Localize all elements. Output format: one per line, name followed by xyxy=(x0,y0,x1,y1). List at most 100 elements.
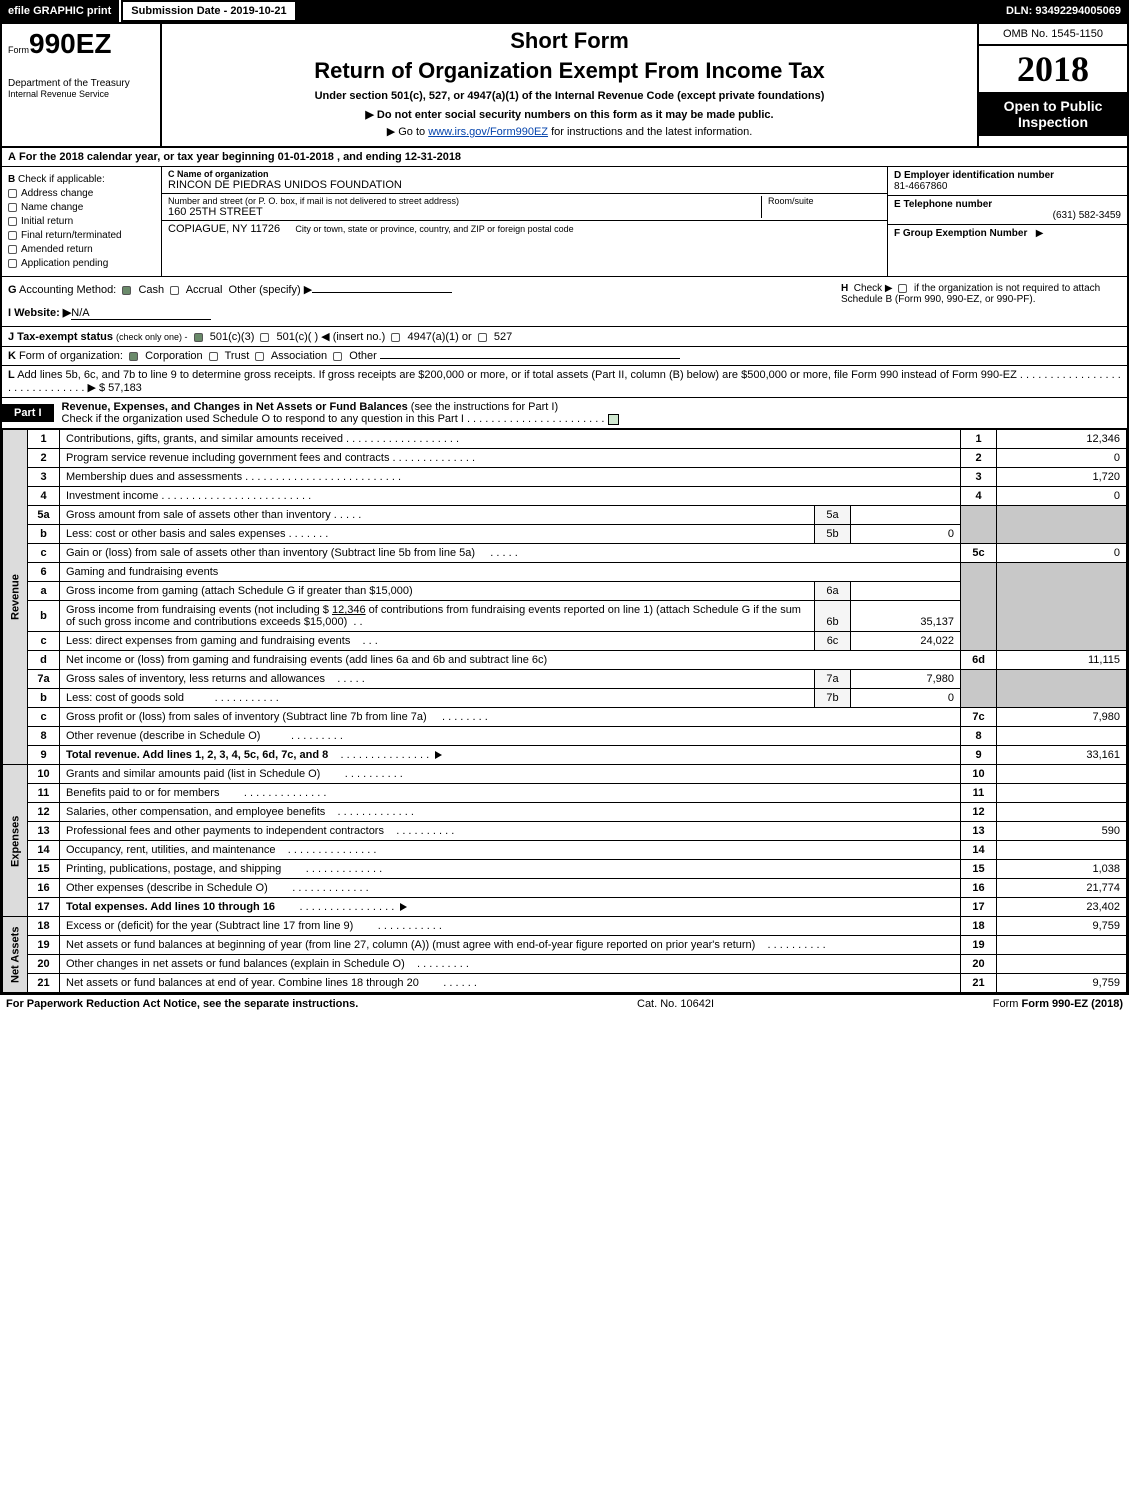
chk-schedule-o[interactable] xyxy=(608,414,619,425)
chk-address-change[interactable] xyxy=(8,189,17,198)
chk-accrual[interactable] xyxy=(170,286,179,295)
ln19-desc: Net assets or fund balances at beginning… xyxy=(60,936,961,955)
org-info: C Name of organization RINCON DE PIEDRAS… xyxy=(162,167,887,276)
grey-6 xyxy=(961,563,997,651)
ln1-num: 1 xyxy=(28,430,60,449)
ln12-num: 12 xyxy=(28,803,60,822)
a-label: A xyxy=(8,151,16,163)
ln7c-col: 7c xyxy=(961,708,997,727)
ln7c-desc: Gross profit or (loss) from sales of inv… xyxy=(60,708,961,727)
opt-name-change: Name change xyxy=(21,202,83,213)
chk-application-pending[interactable] xyxy=(8,259,17,268)
part-1-table: Revenue 1 Contributions, gifts, grants, … xyxy=(2,429,1127,993)
chk-schedule-b[interactable] xyxy=(898,284,907,293)
ln13-col: 13 xyxy=(961,822,997,841)
j-label: J Tax-exempt status xyxy=(8,331,113,343)
ln7b-desc: Less: cost of goods sold . . . . . . . .… xyxy=(60,689,815,708)
ln7b-sub-num: 7b xyxy=(815,689,851,708)
triangle-icon xyxy=(400,903,407,911)
ln10-val xyxy=(997,765,1127,784)
opt-association: Association xyxy=(271,350,327,362)
ln1-val: 12,346 xyxy=(997,430,1127,449)
ln6c-sub-val: 24,022 xyxy=(851,632,961,651)
chk-trust[interactable] xyxy=(209,352,218,361)
ln12-val xyxy=(997,803,1127,822)
other-org-line[interactable] xyxy=(380,358,680,359)
ln18-num: 18 xyxy=(28,917,60,936)
k-label: K xyxy=(8,350,16,362)
l-label: L xyxy=(8,369,15,381)
row-j: J Tax-exempt status (check only one) - 5… xyxy=(2,327,1127,347)
chk-initial-return[interactable] xyxy=(8,217,17,226)
row-g-h: G Accounting Method: Cash Accrual Other … xyxy=(2,277,1127,327)
chk-cash[interactable] xyxy=(122,286,131,295)
city-box: COPIAGUE, NY 11726 City or town, state o… xyxy=(162,221,887,237)
ln8-val xyxy=(997,727,1127,746)
k-text: Form of organization: xyxy=(19,350,123,362)
chk-final-return[interactable] xyxy=(8,231,17,240)
ln11-desc: Benefits paid to or for members . . . . … xyxy=(60,784,961,803)
ln6b-sub-val: 35,137 xyxy=(851,601,961,632)
ln18-col: 18 xyxy=(961,917,997,936)
footer-form: Form 990-EZ (2018) xyxy=(1022,998,1123,1010)
h-text-pre: Check ▶ xyxy=(854,283,893,294)
ln5b-sub-val: 0 xyxy=(851,525,961,544)
ln5a-sub-val xyxy=(851,506,961,525)
city-label: City or town, state or province, country… xyxy=(295,224,573,234)
opt-501c: 501(c)( ) xyxy=(277,331,319,343)
ln11-num: 11 xyxy=(28,784,60,803)
part-1-title: Revenue, Expenses, and Changes in Net As… xyxy=(62,401,408,413)
other-specify-line[interactable] xyxy=(312,292,452,293)
line-a: A For the 2018 calendar year, or tax yea… xyxy=(2,148,1127,167)
opt-accrual: Accrual xyxy=(186,284,223,296)
ln5c-desc: Gain or (loss) from sale of assets other… xyxy=(60,544,961,563)
chk-4947[interactable] xyxy=(391,333,400,342)
chk-name-change[interactable] xyxy=(8,203,17,212)
dln: DLN: 93492294005069 xyxy=(998,0,1129,22)
ln19-num: 19 xyxy=(28,936,60,955)
chk-other-org[interactable] xyxy=(333,352,342,361)
ln6b-num: b xyxy=(28,601,60,632)
title-box: Short Form Return of Organization Exempt… xyxy=(162,24,977,146)
chk-corporation[interactable] xyxy=(129,352,138,361)
irs-gov-link[interactable]: www.irs.gov/Form990EZ xyxy=(428,126,548,138)
chk-501c[interactable] xyxy=(260,333,269,342)
efile-print-label[interactable]: efile GRAPHIC print xyxy=(0,0,121,22)
ln3-desc: Membership dues and assessments . . . . … xyxy=(60,468,961,487)
open-line2: Inspection xyxy=(983,114,1123,130)
ln20-val xyxy=(997,955,1127,974)
ln11-col: 11 xyxy=(961,784,997,803)
ln2-num: 2 xyxy=(28,449,60,468)
grey-5v xyxy=(997,506,1127,544)
ln7c-val: 7,980 xyxy=(997,708,1127,727)
chk-amended-return[interactable] xyxy=(8,245,17,254)
ln2-desc: Program service revenue including govern… xyxy=(60,449,961,468)
ln20-col: 20 xyxy=(961,955,997,974)
chk-association[interactable] xyxy=(255,352,264,361)
ln9-num: 9 xyxy=(28,746,60,765)
row-l: L Add lines 5b, 6c, and 7b to line 9 to … xyxy=(2,366,1127,398)
ln7a-sub-val: 7,980 xyxy=(851,670,961,689)
ln6c-num: c xyxy=(28,632,60,651)
ln12-desc: Salaries, other compensation, and employ… xyxy=(60,803,961,822)
ln17-num: 17 xyxy=(28,898,60,917)
org-name-box: C Name of organization RINCON DE PIEDRAS… xyxy=(162,167,887,194)
a-text-post: , and ending 12-31-2018 xyxy=(337,151,461,163)
opt-application-pending: Application pending xyxy=(21,258,108,269)
opt-other: Other (specify) ▶ xyxy=(229,284,313,296)
chk-501c3[interactable] xyxy=(194,333,203,342)
ln14-desc: Occupancy, rent, utilities, and maintena… xyxy=(60,841,961,860)
e-label: E Telephone number xyxy=(894,199,1121,210)
ln16-col: 16 xyxy=(961,879,997,898)
ln19-col: 19 xyxy=(961,936,997,955)
ln6a-desc: Gross income from gaming (attach Schedul… xyxy=(60,582,815,601)
opt-trust: Trust xyxy=(225,350,250,362)
section-b: B Check if applicable: Address change Na… xyxy=(2,167,1127,277)
ln3-num: 3 xyxy=(28,468,60,487)
ln5b-sub-num: 5b xyxy=(815,525,851,544)
ln6d-desc: Net income or (loss) from gaming and fun… xyxy=(60,651,961,670)
chk-527[interactable] xyxy=(478,333,487,342)
ln20-desc: Other changes in net assets or fund bala… xyxy=(60,955,961,974)
ln6b-sub-num: 6b xyxy=(815,601,851,632)
ln5b-num: b xyxy=(28,525,60,544)
